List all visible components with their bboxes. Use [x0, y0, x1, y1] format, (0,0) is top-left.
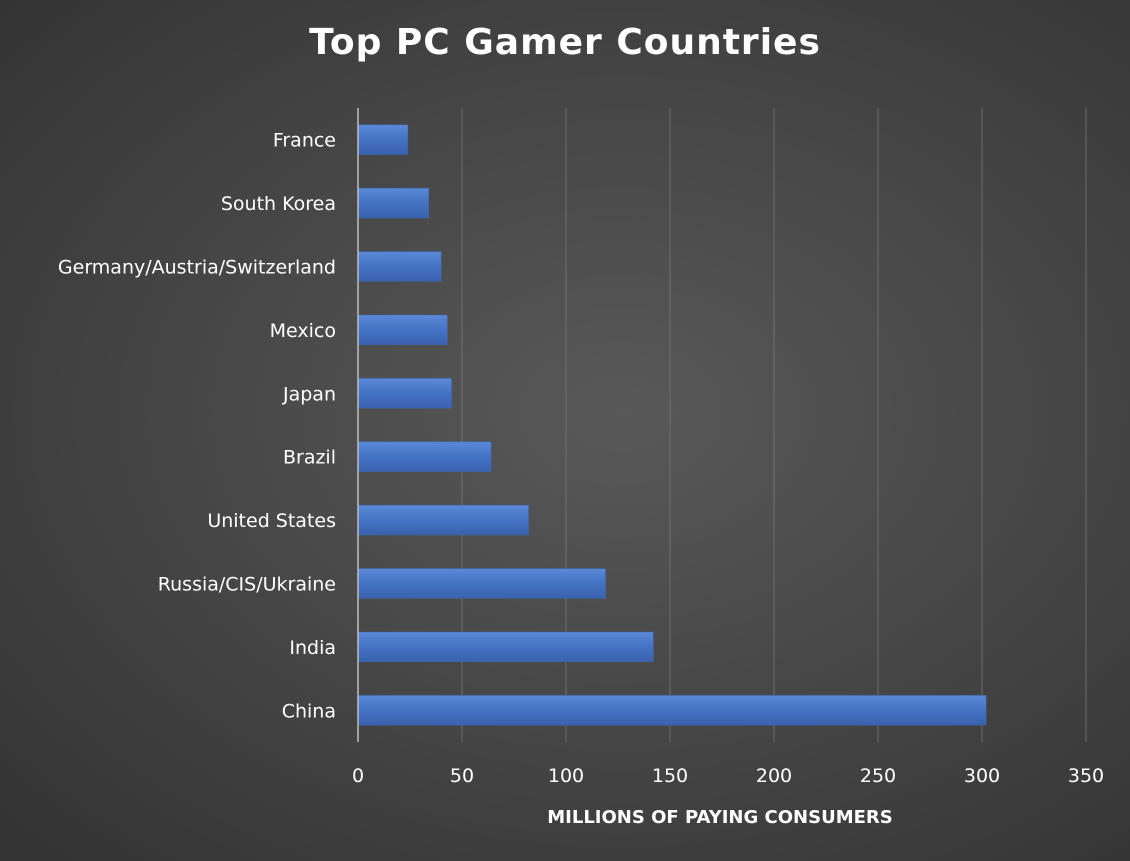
bar	[357, 314, 448, 346]
x-tick-label: 200	[756, 765, 792, 787]
category-label: Japan	[282, 383, 336, 405]
category-label: China	[282, 700, 336, 722]
x-tick-labels: 0 50 100 150 200 250 300 350	[352, 765, 1104, 787]
bar	[357, 441, 492, 472]
category-label: France	[273, 130, 336, 152]
x-tick-label: 250	[860, 765, 896, 787]
bars	[357, 124, 987, 726]
x-tick-label: 300	[964, 765, 1000, 787]
category-label: United States	[207, 510, 336, 532]
x-tick-label: 0	[352, 765, 364, 787]
bar	[357, 695, 987, 726]
category-label: Brazil	[283, 447, 336, 469]
bar	[357, 251, 442, 282]
category-label: Germany/Austria/Switzerland	[58, 257, 336, 279]
bar	[357, 187, 429, 219]
bar	[357, 631, 654, 663]
bar	[357, 568, 606, 599]
bar	[357, 124, 409, 155]
x-tick-label: 50	[450, 765, 474, 787]
category-label: Mexico	[270, 320, 336, 342]
x-tick-label: 100	[548, 765, 584, 787]
x-axis-title: MILLIONS OF PAYING CONSUMERS	[547, 807, 892, 828]
category-label: South Korea	[221, 193, 336, 215]
category-labels: China India Russia/CIS/Ukraine United State…	[58, 130, 336, 723]
category-label: Russia/CIS/Ukraine	[158, 574, 336, 596]
bar	[357, 504, 529, 536]
chart-title: Top PC Gamer Countries	[309, 22, 821, 63]
gridlines	[461, 108, 1087, 742]
x-tick-label: 150	[652, 765, 688, 787]
category-label: India	[289, 637, 336, 659]
bar	[357, 378, 452, 409]
x-tick-label: 350	[1068, 765, 1104, 787]
